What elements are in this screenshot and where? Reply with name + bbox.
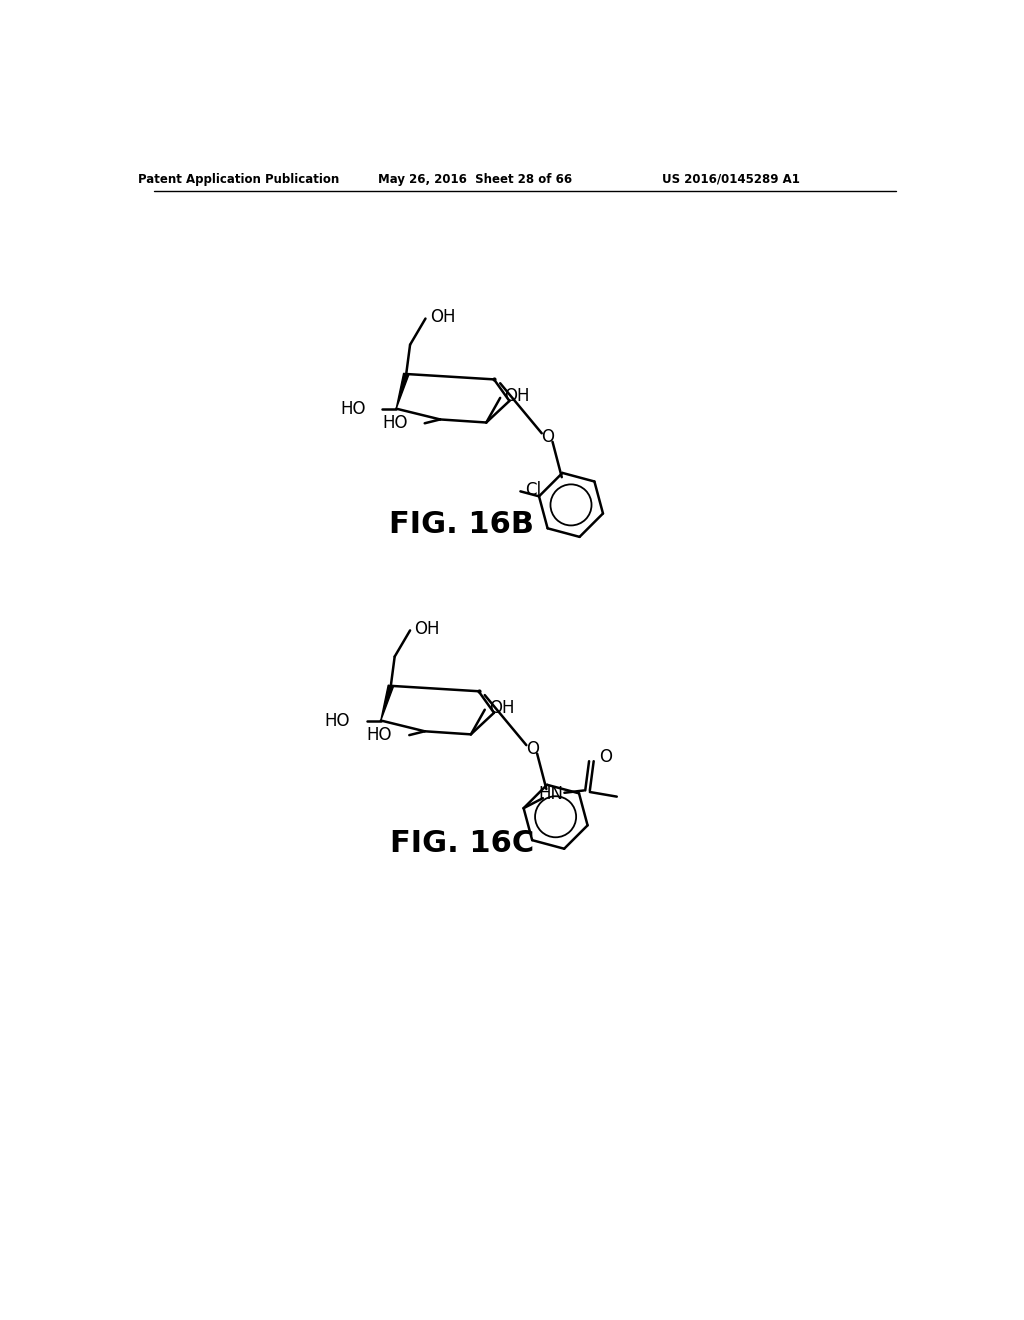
Text: OH: OH — [430, 308, 455, 326]
Polygon shape — [396, 374, 409, 409]
Text: O: O — [542, 428, 554, 446]
Text: OH: OH — [488, 700, 514, 717]
Text: May 26, 2016  Sheet 28 of 66: May 26, 2016 Sheet 28 of 66 — [379, 173, 572, 186]
Text: OH: OH — [505, 387, 529, 405]
Polygon shape — [381, 685, 393, 721]
Text: HN: HN — [538, 785, 563, 804]
Text: HO: HO — [325, 711, 350, 730]
Text: Patent Application Publication: Patent Application Publication — [138, 173, 339, 186]
Text: HO: HO — [340, 400, 366, 417]
Text: Cl: Cl — [524, 480, 541, 499]
Text: HO: HO — [382, 414, 408, 432]
Text: OH: OH — [415, 620, 439, 638]
Text: FIG. 16B: FIG. 16B — [389, 510, 535, 539]
Text: O: O — [599, 748, 611, 767]
Text: US 2016/0145289 A1: US 2016/0145289 A1 — [663, 173, 800, 186]
Text: O: O — [526, 741, 539, 758]
Text: HO: HO — [367, 726, 392, 744]
Text: FIG. 16C: FIG. 16C — [389, 829, 534, 858]
